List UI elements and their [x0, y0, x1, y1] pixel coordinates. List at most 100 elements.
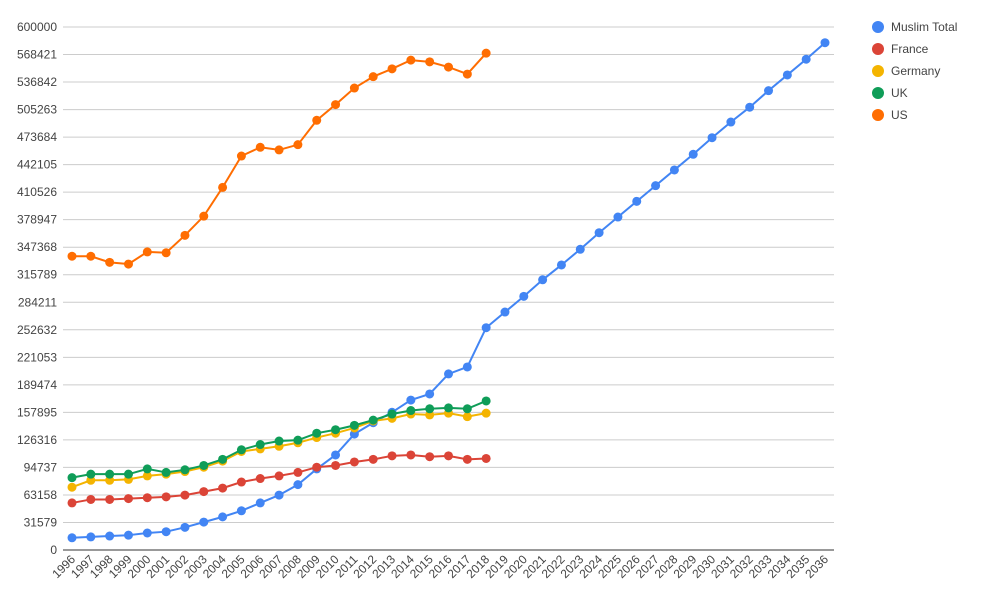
data-point: [387, 451, 397, 461]
y-tick-label: 284211: [18, 295, 57, 309]
data-point: [481, 453, 491, 463]
data-point: [274, 471, 284, 481]
y-tick-label: 568421: [17, 48, 57, 62]
data-point: [312, 428, 322, 438]
data-point: [105, 257, 115, 267]
series-line: [72, 52, 487, 266]
data-point: [86, 469, 96, 479]
data-point: [161, 527, 171, 537]
data-point: [425, 389, 435, 399]
data-point: [556, 260, 566, 270]
data-point: [368, 72, 378, 82]
data-point: [218, 454, 228, 464]
data-point: [293, 467, 303, 477]
data-point: [406, 406, 416, 416]
data-point: [67, 482, 77, 492]
data-point: [274, 490, 284, 500]
data-point: [632, 196, 642, 206]
data-point: [481, 48, 491, 58]
data-point: [161, 467, 171, 477]
x-tick-label: 2036: [802, 552, 831, 581]
data-point: [368, 454, 378, 464]
data-point: [236, 445, 246, 455]
data-point: [123, 469, 133, 479]
data-point: [331, 425, 341, 435]
y-tick-label: 157895: [17, 405, 57, 419]
data-point: [105, 469, 115, 479]
data-point: [67, 473, 77, 483]
data-point: [86, 494, 96, 504]
y-tick-label: 0: [50, 543, 57, 557]
data-point: [255, 142, 265, 152]
legend-marker: [872, 109, 884, 121]
data-point: [425, 57, 435, 67]
data-point: [199, 517, 209, 527]
data-point: [481, 396, 491, 406]
y-tick-label: 442105: [17, 158, 57, 172]
data-point: [538, 275, 548, 285]
y-tick-label: 410526: [17, 185, 57, 199]
data-point: [481, 408, 491, 418]
data-point: [444, 369, 453, 379]
data-point: [161, 492, 171, 502]
y-tick-label: 315789: [17, 268, 57, 282]
data-point: [349, 420, 359, 430]
y-tick-label: 347368: [17, 240, 57, 254]
data-point: [180, 490, 190, 500]
y-tick-label: 94737: [24, 460, 58, 474]
y-tick-label: 252632: [17, 323, 57, 337]
data-point: [255, 498, 265, 508]
data-point: [425, 404, 435, 414]
data-point: [199, 487, 209, 497]
data-point: [331, 100, 341, 110]
data-point: [312, 115, 322, 125]
data-point: [764, 86, 774, 96]
y-tick-label: 189474: [17, 378, 57, 392]
data-point: [218, 512, 228, 522]
legend-marker: [872, 43, 884, 55]
data-point: [462, 404, 472, 414]
data-point: [444, 403, 453, 413]
data-point: [236, 477, 246, 487]
data-point: [575, 244, 585, 254]
data-point: [462, 362, 472, 372]
y-tick-label: 505263: [17, 103, 57, 117]
data-point: [462, 454, 472, 464]
data-point: [123, 494, 133, 504]
legend-label: US: [891, 108, 908, 122]
data-point: [86, 532, 96, 542]
data-point: [218, 483, 228, 493]
legend-marker: [872, 65, 884, 77]
data-point: [236, 151, 246, 161]
series-line: [71, 41, 826, 539]
data-point: [462, 412, 472, 422]
data-point: [594, 228, 604, 238]
data-point: [180, 465, 190, 475]
y-tick-label: 31579: [24, 515, 58, 529]
data-point: [218, 182, 228, 192]
data-point: [142, 247, 152, 257]
data-point: [199, 460, 209, 470]
data-point: [274, 436, 284, 446]
data-point: [105, 494, 115, 504]
data-point: [67, 251, 77, 261]
data-point: [142, 528, 152, 538]
data-point: [142, 464, 152, 474]
data-point: [406, 395, 416, 405]
data-point: [236, 506, 246, 516]
data-point: [331, 450, 341, 460]
y-tick-label: 378947: [17, 213, 57, 227]
data-point: [425, 452, 435, 462]
data-point: [406, 450, 416, 460]
data-point: [745, 102, 755, 112]
data-point: [387, 64, 397, 74]
data-point: [406, 55, 416, 65]
data-point: [368, 415, 378, 425]
y-tick-label: 600000: [17, 20, 57, 34]
data-point: [444, 62, 453, 72]
data-point: [86, 251, 96, 261]
data-point: [142, 493, 152, 503]
data-point: [349, 83, 359, 93]
data-point: [349, 457, 359, 467]
